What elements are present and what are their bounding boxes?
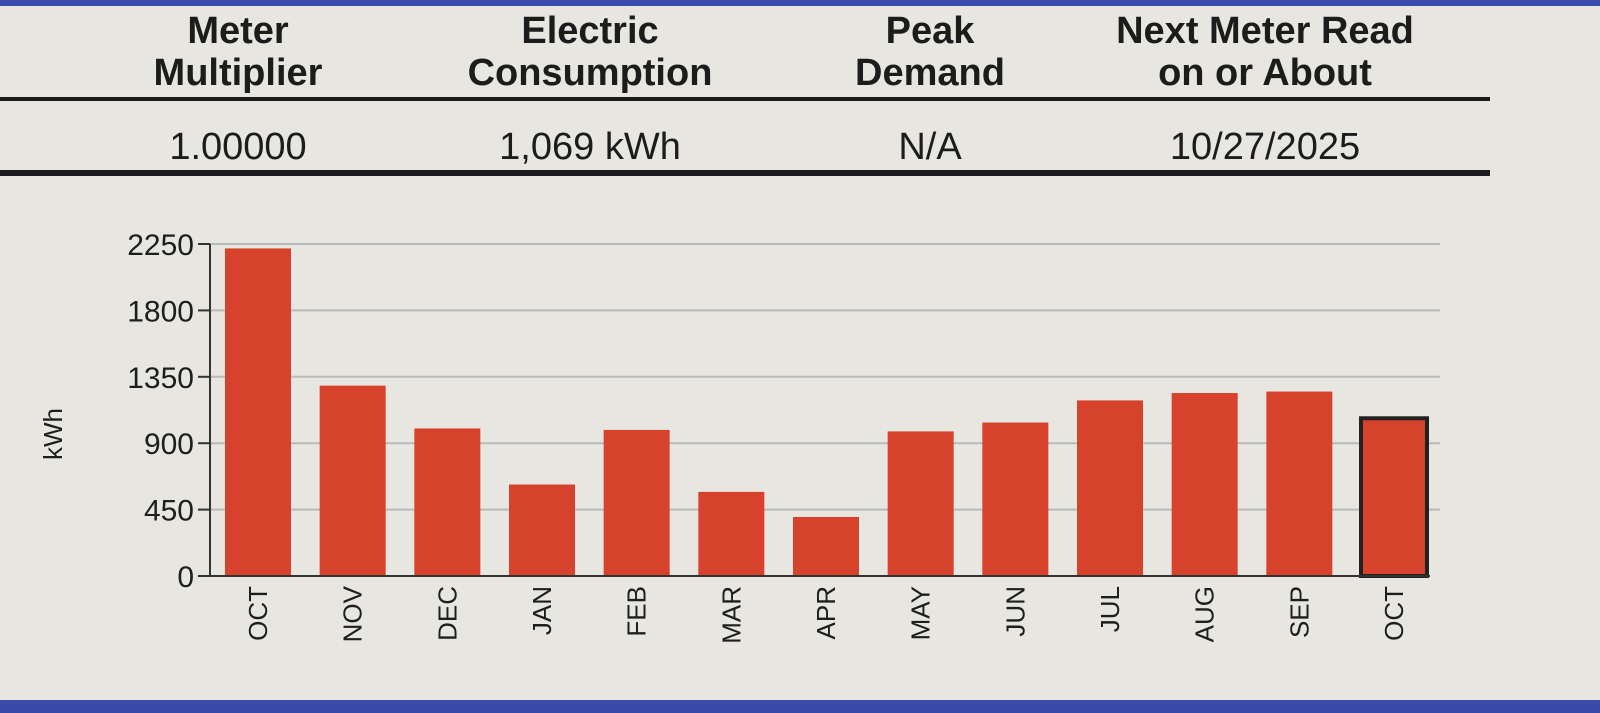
x-tick-label: DEC [432, 586, 462, 641]
meter-info-table: Meter Multiplier Electric Consumption Pe… [0, 0, 1490, 178]
x-tick-label: OCT [243, 586, 273, 641]
value-peak-demand: N/A [898, 126, 962, 168]
value-meter-multiplier: 1.00000 [169, 126, 307, 168]
bar [414, 428, 481, 576]
y-axis-title: kWh [38, 408, 68, 460]
x-tick-label: AUG [1190, 586, 1220, 642]
x-tick-label: APR [811, 586, 841, 639]
axis-labels: 0 450 900 1350 1800 2250 kWh OCT NOV DEC JAN FEB MAR… [38, 229, 1409, 644]
bar [603, 429, 670, 576]
bar [982, 422, 1049, 576]
header-line: Meter [187, 10, 289, 52]
x-tick-label: NOV [338, 585, 368, 642]
x-tick-label: JUN [1000, 586, 1030, 637]
header-peak-demand: Peak Demand [820, 10, 1040, 94]
y-tick-label: 450 [144, 495, 194, 528]
header-line: Multiplier [153, 52, 323, 94]
value-next-meter-read: 10/27/2025 [1169, 126, 1361, 168]
x-tick-label: MAY [906, 586, 936, 640]
bar-current [1359, 416, 1429, 578]
y-tick-label: 2250 [127, 229, 194, 262]
header-line: Electric [521, 10, 659, 52]
bottom-color-strip [0, 700, 1600, 713]
x-tick-label: JUL [1095, 586, 1125, 632]
bar [319, 385, 386, 576]
bar [1171, 393, 1238, 576]
y-tick-label: 1800 [127, 295, 194, 328]
value-electric-consumption: 1,069 kWh [499, 126, 681, 168]
header-divider [0, 97, 1490, 101]
bar [225, 248, 291, 576]
x-tick-label: SEP [1284, 586, 1314, 638]
header-meter-multiplier: Meter Multiplier [118, 10, 358, 94]
header-electric-consumption: Electric Consumption [430, 10, 750, 94]
y-tick-label: 0 [177, 561, 194, 594]
header-next-meter-read: Next Meter Read on or About [1080, 10, 1450, 94]
header-line: Peak [885, 10, 975, 52]
header-line: Next Meter Read [1116, 10, 1414, 52]
bar [698, 491, 765, 576]
header-line: on or About [1158, 52, 1372, 94]
bar [509, 484, 575, 576]
top-color-strip [0, 0, 1600, 6]
x-tick-label: OCT [1379, 586, 1409, 641]
grid-lines [210, 243, 1440, 511]
bar [1077, 400, 1143, 576]
axes [198, 243, 1430, 577]
bar [1266, 391, 1333, 576]
y-tick-label: 1350 [127, 362, 194, 395]
x-tick-label: FEB [622, 586, 652, 637]
bar [793, 516, 859, 576]
y-tick-label: 900 [144, 428, 194, 461]
usage-bar-chart: 0 450 900 1350 1800 2250 kWh OCT NOV DEC JAN FEB MAR… [38, 229, 1440, 644]
x-tick-label: JAN [527, 586, 557, 635]
x-tick-label: MAR [716, 586, 746, 644]
header-line: Consumption [467, 52, 713, 94]
bar [887, 431, 954, 576]
table-bottom-rule [0, 170, 1490, 176]
bars [225, 248, 1429, 578]
header-line: Demand [855, 52, 1005, 94]
